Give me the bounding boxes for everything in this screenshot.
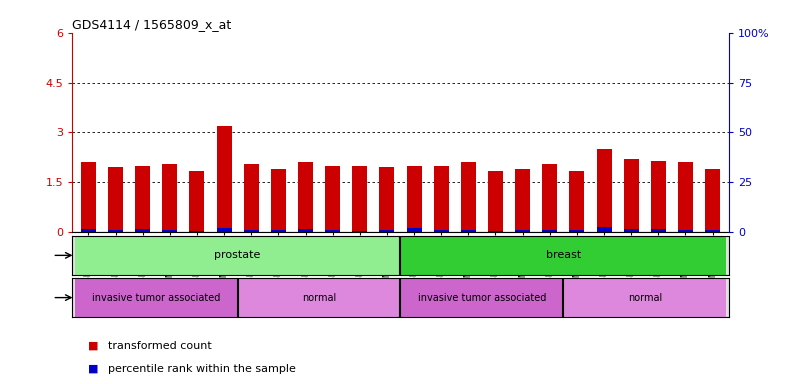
Bar (488, 171, 503, 232)
Bar (678, 162, 693, 232)
Bar (624, 228, 638, 232)
Bar (678, 230, 693, 232)
Text: normal: normal (628, 293, 662, 303)
Bar (400, 278, 563, 317)
Bar (271, 169, 286, 232)
Text: ■: ■ (88, 341, 99, 351)
Bar (597, 149, 611, 232)
Bar (705, 169, 720, 232)
Bar (542, 164, 557, 232)
Bar (74, 236, 400, 275)
Text: ■: ■ (88, 364, 99, 374)
Bar (216, 228, 231, 232)
Text: breast: breast (545, 250, 581, 260)
Bar (651, 229, 666, 232)
Bar (651, 161, 666, 232)
Bar (515, 230, 530, 232)
Bar (563, 278, 727, 317)
Bar (352, 231, 367, 232)
Bar (244, 230, 259, 232)
Text: invasive tumor associated: invasive tumor associated (92, 293, 220, 303)
Bar (542, 230, 557, 232)
Text: transformed count: transformed count (108, 341, 212, 351)
Bar (135, 229, 150, 232)
Text: GDS4114 / 1565809_x_at: GDS4114 / 1565809_x_at (72, 18, 231, 31)
Bar (244, 164, 259, 232)
Bar (190, 171, 204, 232)
Bar (624, 159, 638, 232)
Bar (163, 164, 177, 232)
Bar (570, 171, 585, 232)
Bar (434, 166, 449, 232)
Text: invasive tumor associated: invasive tumor associated (418, 293, 546, 303)
Bar (488, 231, 503, 232)
Bar (325, 230, 340, 232)
Bar (407, 228, 421, 232)
Bar (705, 230, 720, 232)
Bar (407, 166, 421, 232)
Text: normal: normal (302, 293, 336, 303)
Bar (81, 162, 96, 232)
Bar (216, 126, 231, 232)
Bar (298, 162, 313, 232)
Bar (238, 278, 400, 317)
Text: percentile rank within the sample: percentile rank within the sample (108, 364, 296, 374)
Bar (597, 227, 611, 232)
Bar (515, 169, 530, 232)
Bar (163, 230, 177, 232)
Bar (108, 230, 123, 232)
Bar (461, 230, 476, 232)
Bar (380, 230, 394, 232)
Bar (271, 230, 286, 232)
Bar (434, 230, 449, 232)
Bar (325, 166, 340, 232)
Bar (461, 162, 476, 232)
Bar (352, 166, 367, 232)
Bar (190, 231, 204, 232)
Bar (81, 229, 96, 232)
Bar (570, 230, 585, 232)
Bar (380, 167, 394, 232)
Text: prostate: prostate (215, 250, 261, 260)
Bar (74, 278, 238, 317)
Bar (400, 236, 727, 275)
Bar (108, 167, 123, 232)
Bar (298, 229, 313, 232)
Bar (135, 166, 150, 232)
